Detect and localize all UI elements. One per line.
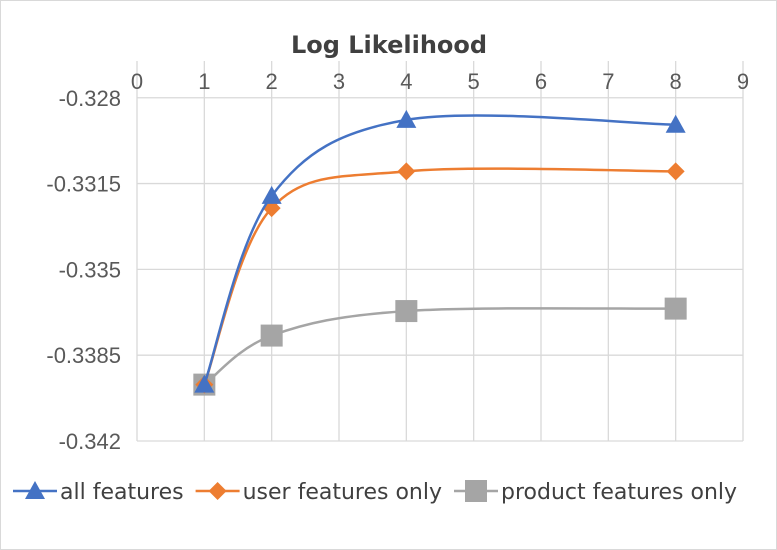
x-tick-label: 6: [535, 69, 547, 94]
y-tick-label: -0.328: [59, 86, 121, 111]
series-line-product-features-only: [203, 307, 676, 386]
legend-marker-all-features: [25, 481, 45, 499]
x-tick-label: 4: [400, 69, 412, 94]
x-tick-label: 7: [602, 69, 614, 94]
grid-layer: [136, 61, 744, 442]
x-tick-label: 5: [468, 69, 480, 94]
data-point-product-features-only: [260, 324, 283, 347]
x-tick-label: 8: [670, 69, 682, 94]
data-point-user-features-only: [666, 162, 685, 181]
data-point-user-features-only: [397, 162, 416, 181]
data-point-all-features: [665, 114, 686, 133]
data-point-all-features: [194, 374, 215, 393]
x-tick-label: 0: [131, 69, 143, 94]
series-layer: [193, 109, 687, 396]
legend-label-all-features: all features: [60, 480, 184, 505]
legend-label-user-features-only: user features only: [243, 480, 442, 505]
x-tick-label: 2: [266, 69, 278, 94]
legend-marker-user-features-only: [208, 482, 227, 500]
y-tick-label: -0.342: [59, 429, 121, 454]
legend: all features user features only product fe…: [13, 480, 737, 505]
data-point-product-features-only: [395, 300, 418, 323]
data-point-all-features: [261, 185, 282, 204]
data-point-product-features-only: [664, 297, 687, 320]
y-tick-label: -0.3385: [46, 343, 121, 368]
x-axis-ticks: 0 1 2 3 4 5 6 7 8 9: [131, 69, 749, 94]
y-tick-label: -0.3315: [46, 172, 121, 197]
chart-title: Log Likelihood: [291, 31, 487, 59]
y-tick-label: -0.335: [59, 257, 121, 282]
data-point-all-features: [396, 109, 417, 128]
x-tick-label: 9: [737, 69, 749, 94]
legend-label-product-features-only: product features only: [501, 480, 737, 505]
y-axis-ticks: -0.328 -0.3315 -0.335 -0.3385 -0.342: [46, 86, 121, 454]
series-line-all-features: [203, 114, 676, 386]
legend-marker-product-features-only: [465, 480, 487, 502]
x-tick-label: 3: [333, 69, 345, 94]
x-tick-label: 1: [198, 69, 210, 94]
